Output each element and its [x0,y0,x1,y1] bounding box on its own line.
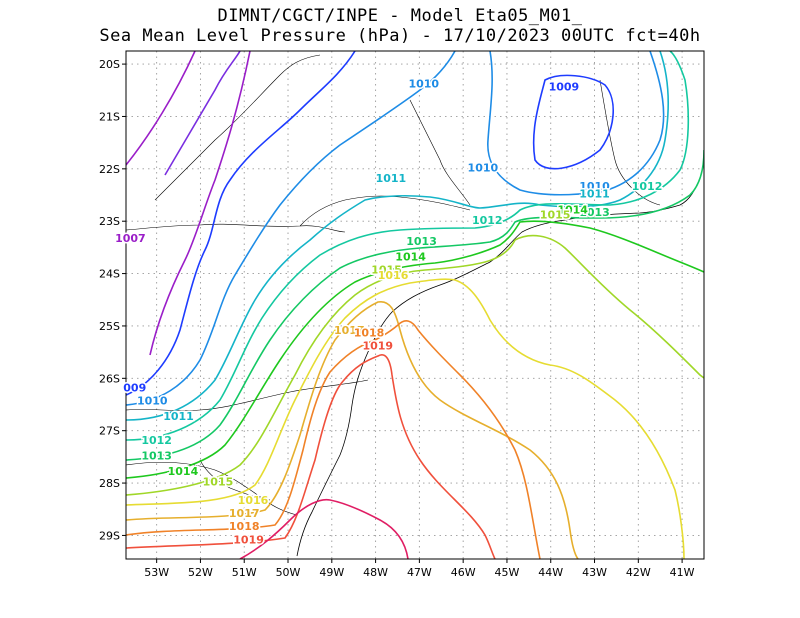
x-tick-label: 43W [582,566,607,579]
contour-label-1013: 1013 [141,449,172,462]
lat-lon-grid [126,51,704,559]
contour-label-1018: 1018 [354,326,385,339]
isobar-1007b [149,51,251,356]
contour-label-1016: 1016 [238,494,269,507]
contour-label-1012: 1012 [632,180,663,193]
isobar-1007 [126,51,196,166]
x-tick-label: 49W [319,566,344,579]
x-tick-label: 51W [232,566,257,579]
state-border [126,379,369,411]
isobar-1015 [126,234,704,496]
x-tick-label: 46W [451,566,476,579]
contour-label-1013: 1013 [579,206,610,219]
contour-label-1013: 1013 [406,235,437,248]
y-tick-label: 26S [99,372,120,385]
plot-frame [125,50,705,560]
isobar-1018 [126,320,541,559]
state-border [126,223,346,233]
state-border [154,54,321,201]
contour-label-1010: 1010 [468,161,499,174]
x-tick-label: 44W [538,566,563,579]
isobar-1010b [487,51,665,196]
international-border [199,459,271,501]
contour-label-1014: 1014 [557,203,588,216]
contour-label-1010: 1010 [408,78,439,91]
contour-label-1019: 1019 [233,533,264,546]
contour-label-1014: 1014 [395,250,426,263]
contour-label-1011: 1011 [376,172,407,185]
state-border [126,461,298,516]
x-tick-label: 50W [276,566,301,579]
contour-label-1010: 1010 [137,395,168,408]
contour-label-1018: 1018 [229,520,260,533]
contour-labels: 1007100900910101010101010101011101110111… [114,76,664,548]
chart-title: DIMNT/CGCT/INPE - Model Eta05_M01_ [217,6,583,26]
contour-label-1011: 1011 [579,188,610,201]
isobar-1020 [239,498,409,559]
contour-label-1009: 1009 [549,80,580,93]
y-tick-label: 27S [99,425,120,438]
x-tick-label: 42W [626,566,651,579]
x-tick-label: 47W [407,566,432,579]
y-tick-label: 24S [99,268,120,281]
y-tick-label: 28S [99,477,120,490]
isobar-1012 [126,51,690,441]
isobar-1009 [126,51,356,396]
isobar-1013 [126,149,704,461]
contour-label-1019: 1019 [362,340,393,353]
x-tick-label: 48W [363,566,388,579]
isobar-1008 [164,51,241,176]
contour-label-1015: 1015 [540,209,571,222]
contour-label-1015: 1015 [203,476,234,489]
map-layer [126,51,704,559]
x-tick-label: 41W [670,566,695,579]
contour-label-1015: 1015 [371,264,402,277]
contour-label-1012: 1012 [141,434,172,447]
y-tick-label: 23S [99,215,120,228]
state-border [299,195,471,227]
isobar-1011 [126,51,670,421]
y-tick-label: 25S [99,320,120,333]
y-tick-label: 29S [99,529,120,542]
contour-label-1012: 1012 [472,214,503,227]
contour-label-1017: 1017 [334,324,365,337]
isobar-1009-cell [532,74,615,170]
x-tick-label: 53W [144,566,169,579]
axis-ticks: 53W 52W 51W 50W 49W 48W 47W 46W 45W 44W 43W 42W 41W 2… [99,58,695,579]
contour-label-1016: 1016 [378,269,409,282]
chart-subtitle: Sea Mean Level Pressure (hPa) - 17/10/20… [99,26,701,46]
isobar-1010 [126,51,456,406]
x-tick-label: 52W [188,566,213,579]
isobar-1017 [126,301,579,559]
coastline [296,177,701,557]
isobar-1014 [126,220,704,479]
x-tick-label: 45W [495,566,520,579]
y-tick-label: 20S [99,58,120,71]
state-border [409,99,471,206]
contour-label-009: 009 [123,381,146,394]
y-tick-label: 21S [99,110,120,123]
state-border [599,79,661,206]
contour-label-1014: 1014 [168,465,199,478]
isobar-1019 [126,354,496,559]
isobar-1016 [126,278,685,559]
y-tick-label: 22S [99,163,120,176]
contour-label-1007: 1007 [115,232,146,245]
contour-label-1010: 1010 [579,180,610,193]
contour-label-1011: 1011 [163,410,194,423]
contour-label-1017: 1017 [229,507,260,520]
